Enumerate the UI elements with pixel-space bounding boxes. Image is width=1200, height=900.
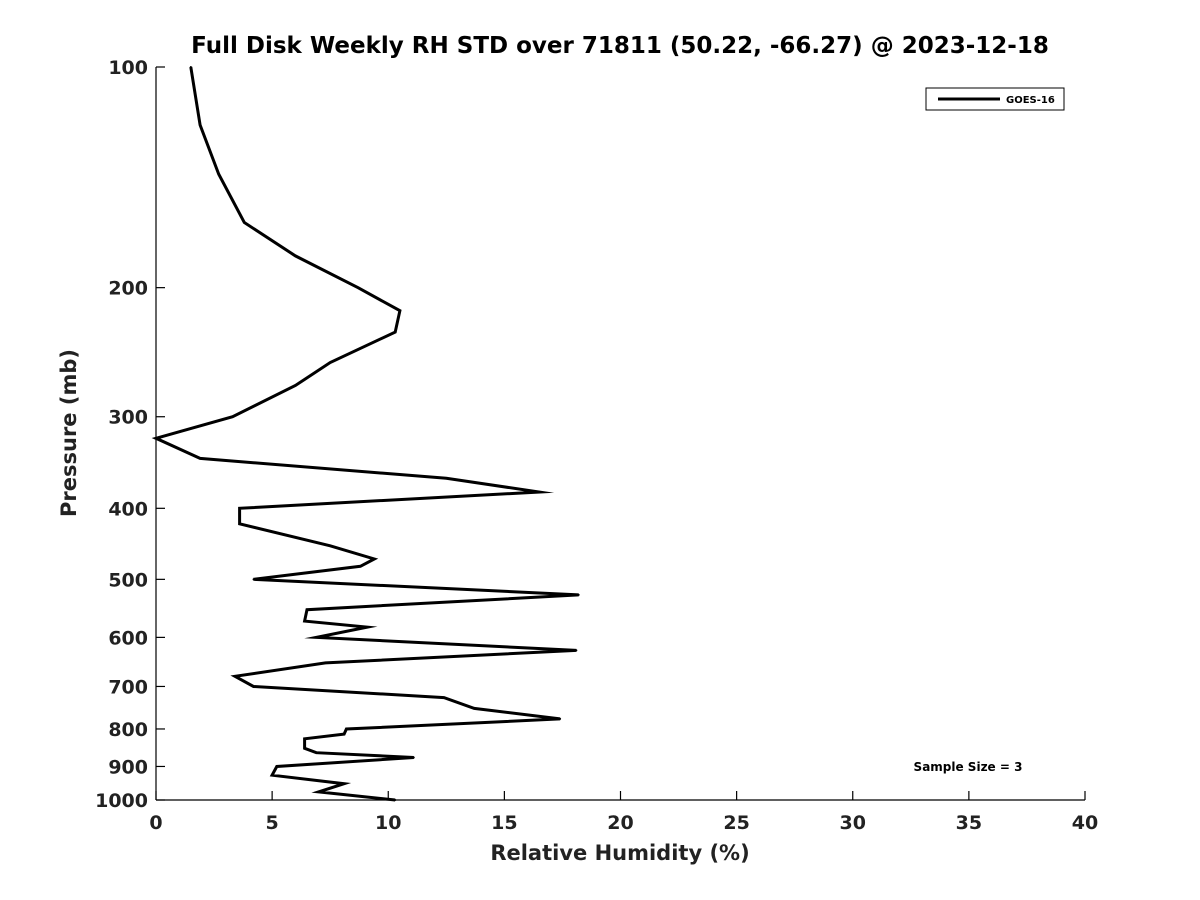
data-point (329, 361, 332, 364)
data-point (315, 751, 318, 754)
data-point (189, 66, 192, 68)
y-tick-label: 800 (108, 719, 148, 741)
legend-entry-goes-16: GOES-16 (1006, 95, 1055, 106)
data-point (315, 636, 318, 639)
data-point (252, 578, 255, 581)
data-point (577, 593, 580, 596)
x-tick-label: 15 (491, 812, 517, 834)
data-point (294, 254, 297, 257)
data-point (233, 675, 236, 678)
data-point (294, 384, 297, 387)
data-point (303, 747, 306, 750)
x-tick-label: 20 (607, 812, 633, 834)
x-tick-label: 40 (1072, 812, 1098, 834)
data-point (305, 608, 308, 611)
data-point (317, 790, 320, 793)
data-point (394, 331, 397, 334)
data-point (442, 696, 445, 699)
y-axis-ticks: 100 200 300 400 500 600 700 800 900 1000 (95, 57, 165, 812)
data-point (575, 649, 578, 652)
y-tick-label: 700 (108, 676, 148, 698)
chart-title: Full Disk Weekly RH STD over 71811 (50.2… (191, 33, 1049, 59)
data-point (538, 490, 541, 493)
legend: GOES-16 (925, 87, 1065, 111)
y-tick-label: 400 (108, 498, 148, 520)
x-tick-label: 0 (149, 812, 162, 834)
data-point (357, 286, 360, 289)
data-point (238, 507, 241, 510)
data-point (231, 415, 234, 418)
data-point (373, 557, 376, 560)
x-tick-label: 30 (840, 812, 866, 834)
data-point (343, 733, 346, 736)
data-point (394, 799, 397, 801)
y-tick-label: 600 (108, 627, 148, 649)
x-tick-label: 10 (375, 812, 401, 834)
data-point (412, 756, 415, 759)
data-point (155, 437, 157, 440)
data-point (252, 685, 255, 688)
x-tick-label: 25 (723, 812, 749, 834)
data-point (217, 173, 220, 176)
y-tick-label: 100 (108, 57, 148, 79)
x-axis-ticks: 0 5 10 15 20 25 30 35 40 (149, 791, 1098, 834)
data-point (303, 737, 306, 740)
data-point (366, 626, 369, 629)
x-axis-label: Relative Humidity (%) (490, 841, 749, 865)
data-point (243, 221, 246, 224)
x-tick-label: 5 (266, 812, 279, 834)
sample-size-annotation: Sample Size = 3 (914, 760, 1023, 774)
data-point (324, 661, 327, 664)
data-point (329, 544, 332, 547)
data-point (303, 620, 306, 623)
data-point (359, 565, 362, 568)
series-layer (151, 66, 580, 802)
data-point (445, 477, 448, 480)
x-tick-label: 35 (956, 812, 982, 834)
data-point (271, 774, 274, 777)
y-axis-label: Pressure (mb) (57, 349, 81, 517)
y-tick-label: 1000 (95, 790, 148, 812)
data-point (199, 124, 202, 127)
data-point (343, 782, 346, 785)
y-tick-label: 200 (108, 278, 148, 300)
data-point (275, 765, 278, 768)
data-point (559, 717, 562, 720)
data-point (345, 727, 348, 730)
y-tick-label: 500 (108, 569, 148, 591)
data-point (199, 457, 202, 460)
data-point (238, 522, 241, 525)
data-point (398, 309, 401, 312)
y-tick-label: 900 (108, 756, 148, 778)
y-tick-label: 300 (108, 407, 148, 429)
data-point (473, 707, 476, 710)
series-line-goes-16 (151, 66, 579, 802)
